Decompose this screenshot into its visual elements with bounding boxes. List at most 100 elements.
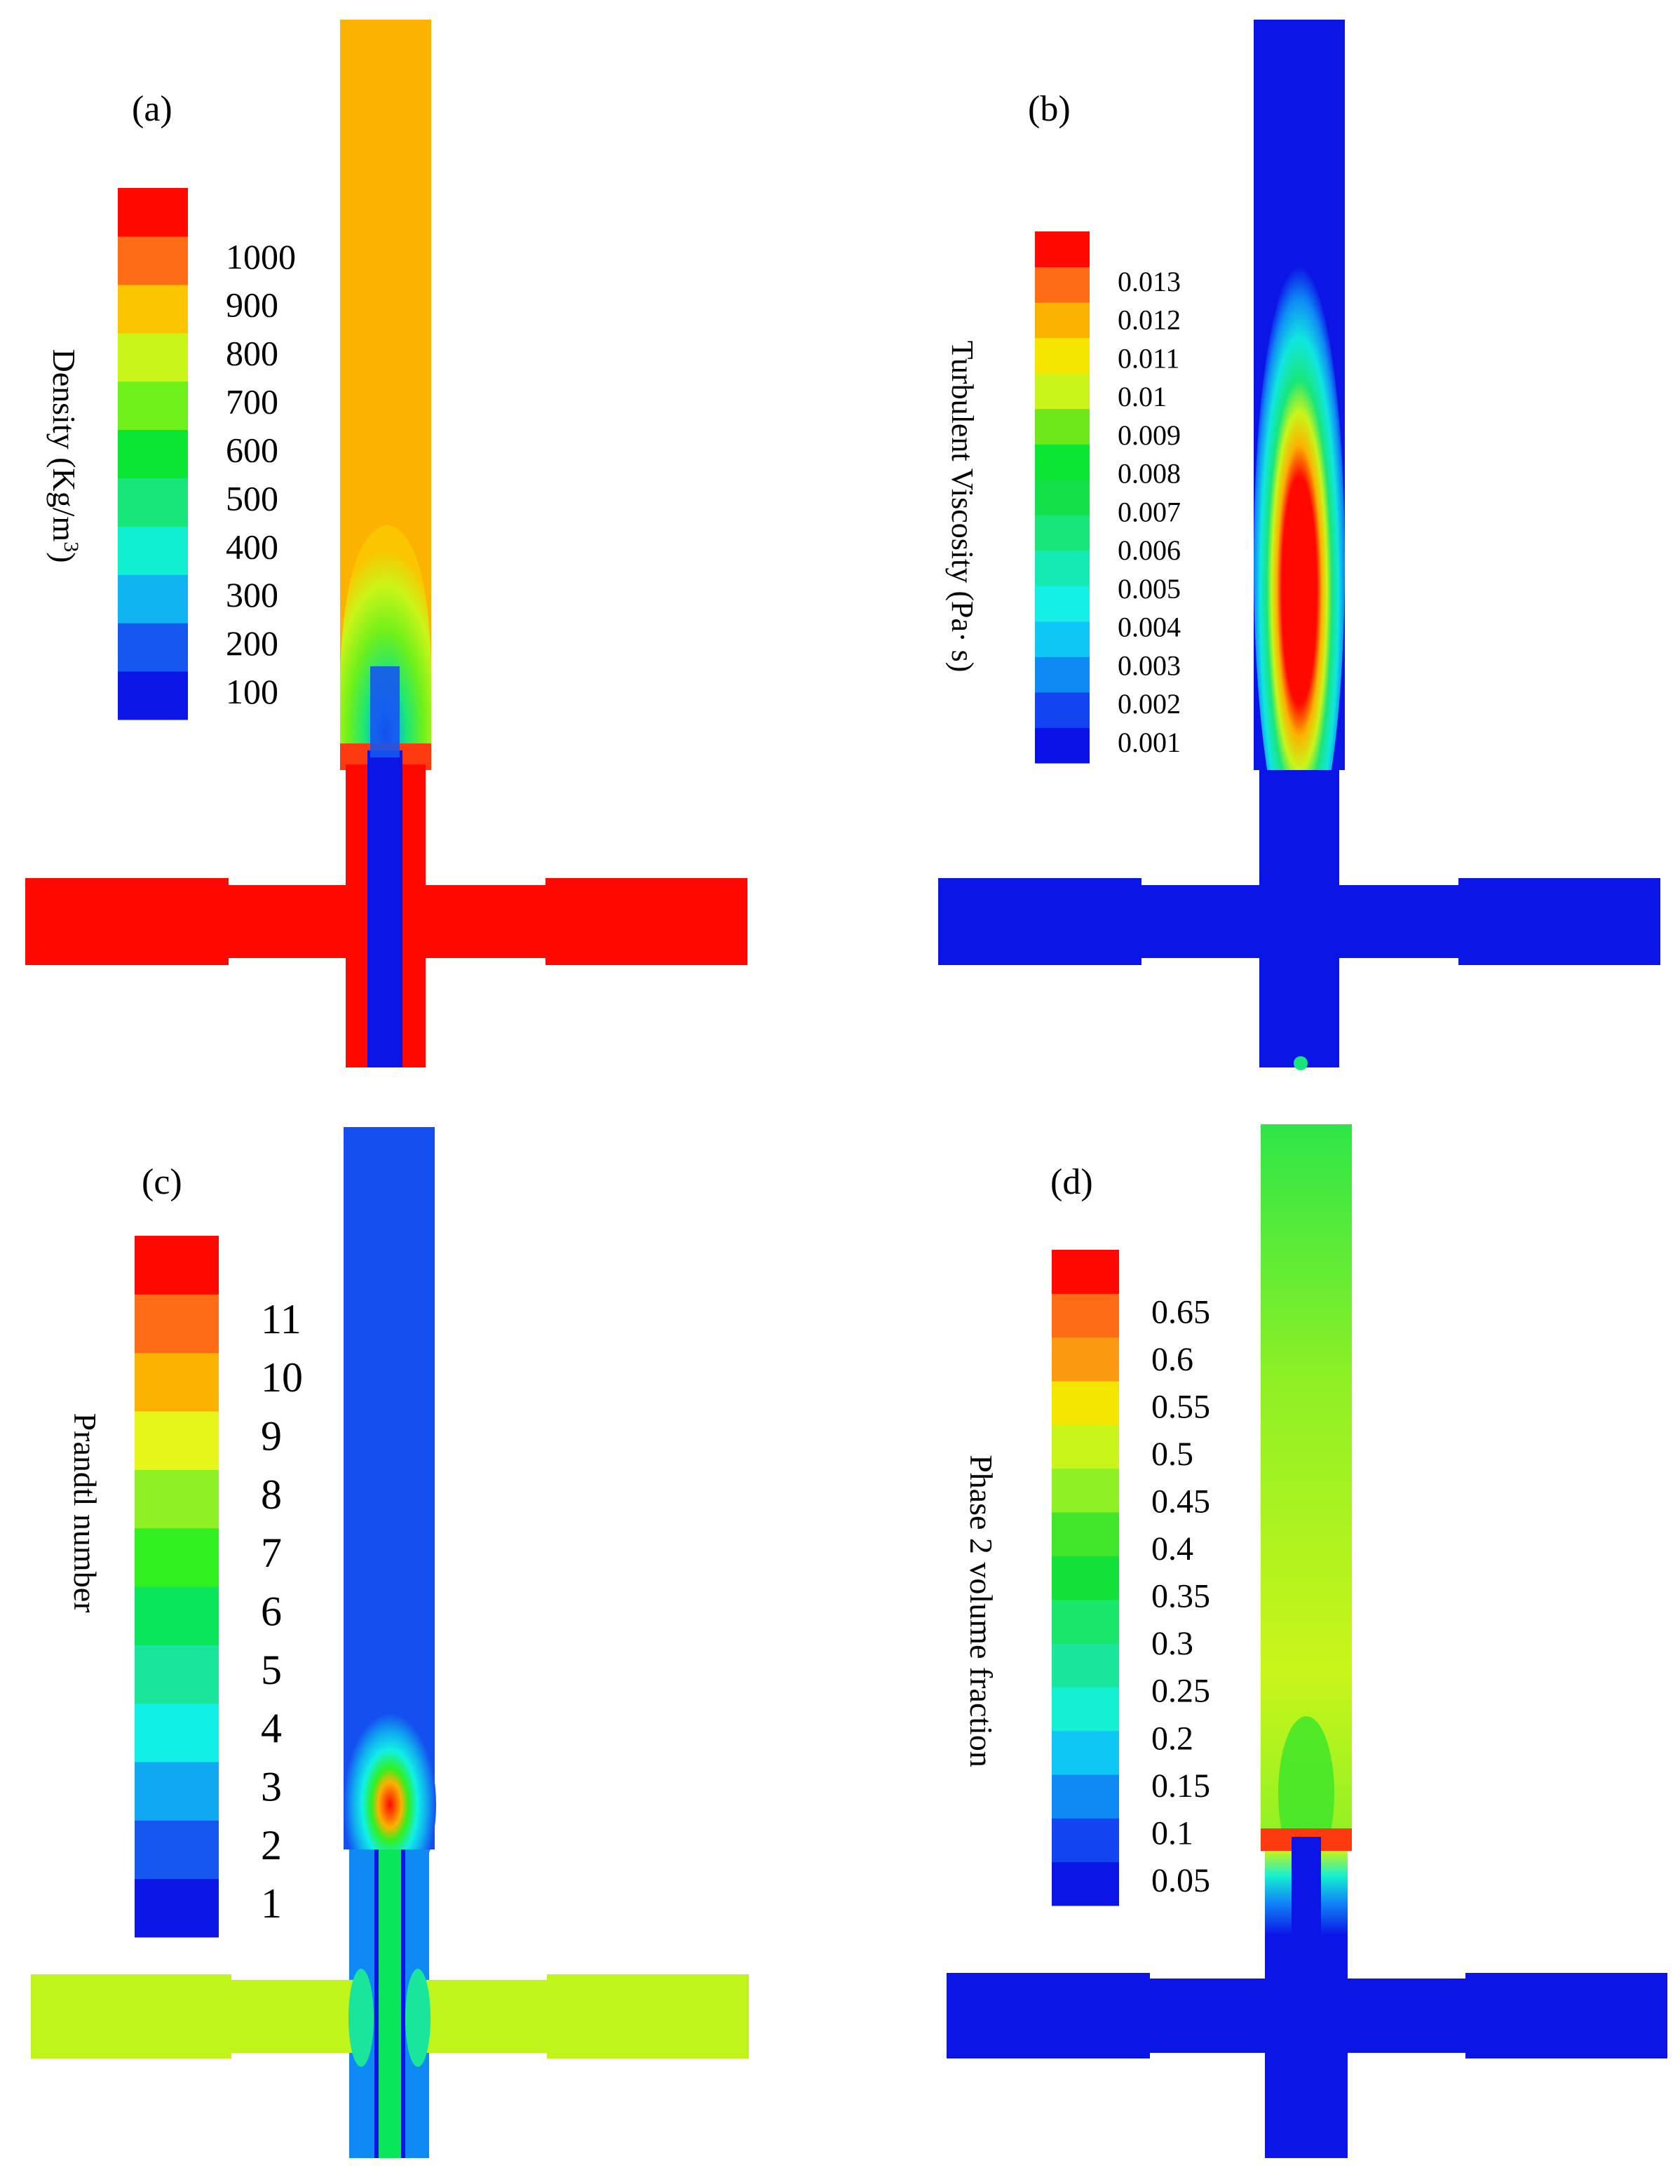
- colorbar-swatch: [1035, 302, 1090, 339]
- colorbar-swatch: [118, 526, 188, 575]
- horizontal-pipe-left: [31, 1974, 231, 2058]
- plume-region: [340, 525, 431, 770]
- colorbar-tick-label: 0.005: [1118, 573, 1181, 605]
- panel-b-svg: 0.001 0.002 0.003 0.004 0.005 0.006 0.007 0.008…: [938, 20, 1660, 1070]
- colorbar-tick-label: 900: [226, 285, 278, 325]
- horizontal-pipe-right: [1465, 1973, 1667, 2058]
- side-zone-left: [348, 1969, 374, 2067]
- colorbar-swatch: [118, 381, 188, 431]
- colorbar-swatch: [1035, 656, 1090, 693]
- colorbar-tick-label: 0.35: [1151, 1578, 1210, 1615]
- colorbar-swatch: [1035, 373, 1090, 410]
- colorbar-tick-label: 1000: [226, 237, 296, 276]
- colorbar-swatch: [1052, 1599, 1119, 1644]
- colorbar-ticks: 0.05 0.1 0.15 0.2 0.25 0.3 0.35 0.4 0.45 0.5 0.55 0…: [1151, 1294, 1210, 1899]
- colorbar-tick-label: 0.004: [1118, 612, 1181, 643]
- colorbar: [1052, 1250, 1119, 1906]
- colorbar-swatch: [135, 1762, 219, 1821]
- horizontal-pipe-right: [546, 878, 747, 965]
- colorbar-swatch: [1052, 1730, 1119, 1775]
- colorbar-title: Turbulent Viscosity (Pa· s): [945, 341, 980, 673]
- colorbar-swatch: [135, 1469, 219, 1529]
- colorbar-ticks: 0.001 0.002 0.003 0.004 0.005 0.006 0.007 0.008…: [1118, 266, 1181, 758]
- colorbar-tick-label: 0.25: [1151, 1673, 1210, 1710]
- panel-label: (d): [1050, 1162, 1093, 1202]
- colorbar-tick-label: 100: [226, 672, 278, 711]
- colorbar-swatch: [135, 1236, 219, 1295]
- panel-c-svg: 1 2 3 4 5 6 7 8 9 10 11 (c) Prandtl number: [31, 1127, 749, 2158]
- viscosity-plume: [1254, 267, 1345, 856]
- colorbar-tick-label: 0.01: [1118, 381, 1167, 412]
- colorbar-tick-label: 7: [261, 1530, 282, 1576]
- colorbar-tick-label: 4: [261, 1705, 282, 1751]
- colorbar-tick-label: 0.6: [1151, 1341, 1193, 1378]
- colorbar-swatch: [118, 236, 188, 285]
- colorbar-tick-label: 6: [261, 1588, 282, 1634]
- colorbar-swatch: [118, 332, 188, 382]
- colorbar-tick-label: 0.65: [1151, 1294, 1210, 1331]
- colorbar-tick-label: 400: [226, 527, 278, 566]
- colorbar-tick-label: 0.003: [1118, 649, 1181, 681]
- colorbar-tick-label: 10: [261, 1354, 303, 1401]
- colorbar-tick-label: 5: [261, 1647, 282, 1693]
- colorbar-swatch: [135, 1352, 219, 1412]
- lower-column: [1259, 770, 1339, 1067]
- colorbar-swatch: [118, 188, 188, 237]
- jet-tip: [1294, 1056, 1308, 1070]
- colorbar-tick-label: 0.45: [1151, 1483, 1210, 1521]
- colorbar-swatch: [1035, 621, 1090, 657]
- colorbar-swatch: [1052, 1468, 1119, 1513]
- colorbar-swatch: [118, 284, 188, 334]
- colorbar-swatch: [1052, 1774, 1119, 1819]
- colorbar-swatch: [135, 1411, 219, 1470]
- center-jet: [379, 1849, 401, 2158]
- horizontal-pipe-inner-left: [1150, 1979, 1269, 2053]
- colorbar-swatch: [1052, 1250, 1119, 1294]
- colorbar-swatch: [1052, 1424, 1119, 1469]
- colorbar: [135, 1236, 219, 1938]
- colorbar: [1035, 231, 1090, 764]
- colorbar-swatch: [1035, 444, 1090, 480]
- colorbar-tick-label: 0.009: [1118, 419, 1181, 451]
- center-jet-wall-left: [374, 1849, 379, 2158]
- colorbar-swatch: [118, 574, 188, 623]
- colorbar-tick-label: 2: [261, 1822, 282, 1868]
- horizontal-pipe-inner-left: [1142, 885, 1261, 958]
- colorbar-swatch: [1052, 1337, 1119, 1382]
- colorbar-swatch: [1052, 1687, 1119, 1732]
- colorbar-tick-label: 0.5: [1151, 1436, 1193, 1473]
- horizontal-pipe-left: [947, 1973, 1150, 2058]
- colorbar-swatch: [135, 1878, 219, 1938]
- panel-d-phase2-volume-fraction: 0.05 0.1 0.15 0.2 0.25 0.3 0.35 0.4 0.45 0.5 0.55 0…: [840, 1092, 1680, 2184]
- colorbar-tick-label: 0.007: [1118, 496, 1181, 527]
- colorbar-swatch: [1035, 479, 1090, 515]
- horizontal-pipe-left: [25, 878, 229, 965]
- colorbar-swatch: [1052, 1293, 1119, 1338]
- side-zone-right: [405, 1969, 431, 2067]
- colorbar-tick-label: 0.011: [1118, 342, 1180, 374]
- colorbar-tick-label: 0.001: [1118, 727, 1181, 758]
- panel-label: (c): [142, 1162, 182, 1202]
- colorbar-swatch: [118, 429, 188, 478]
- colorbar: [118, 188, 188, 720]
- colorbar-tick-label: 200: [226, 623, 278, 663]
- colorbar-swatch: [135, 1820, 219, 1880]
- colorbar-swatch: [135, 1294, 219, 1354]
- colorbar-tick-label: 500: [226, 478, 278, 518]
- colorbar-tick-label: 0.1: [1151, 1814, 1193, 1852]
- horizontal-pipe-right: [547, 1974, 749, 2058]
- colorbar-tick-label: 800: [226, 334, 278, 373]
- horizontal-pipe-inner-right: [1345, 1979, 1465, 2053]
- colorbar-swatch: [135, 1528, 219, 1587]
- colorbar-swatch: [1052, 1643, 1119, 1687]
- colorbar-swatch: [1035, 692, 1090, 728]
- horizontal-pipe-inner-right: [424, 885, 546, 958]
- colorbar-tick-label: 0.002: [1118, 688, 1181, 720]
- colorbar-swatch: [135, 1586, 219, 1645]
- colorbar-tick-label: 9: [261, 1413, 282, 1459]
- colorbar-swatch: [1035, 515, 1090, 551]
- colorbar-swatch: [1035, 550, 1090, 586]
- colorbar-swatch: [1035, 727, 1090, 764]
- colorbar-tick-label: 0.3: [1151, 1625, 1193, 1662]
- center-jet: [367, 750, 402, 1067]
